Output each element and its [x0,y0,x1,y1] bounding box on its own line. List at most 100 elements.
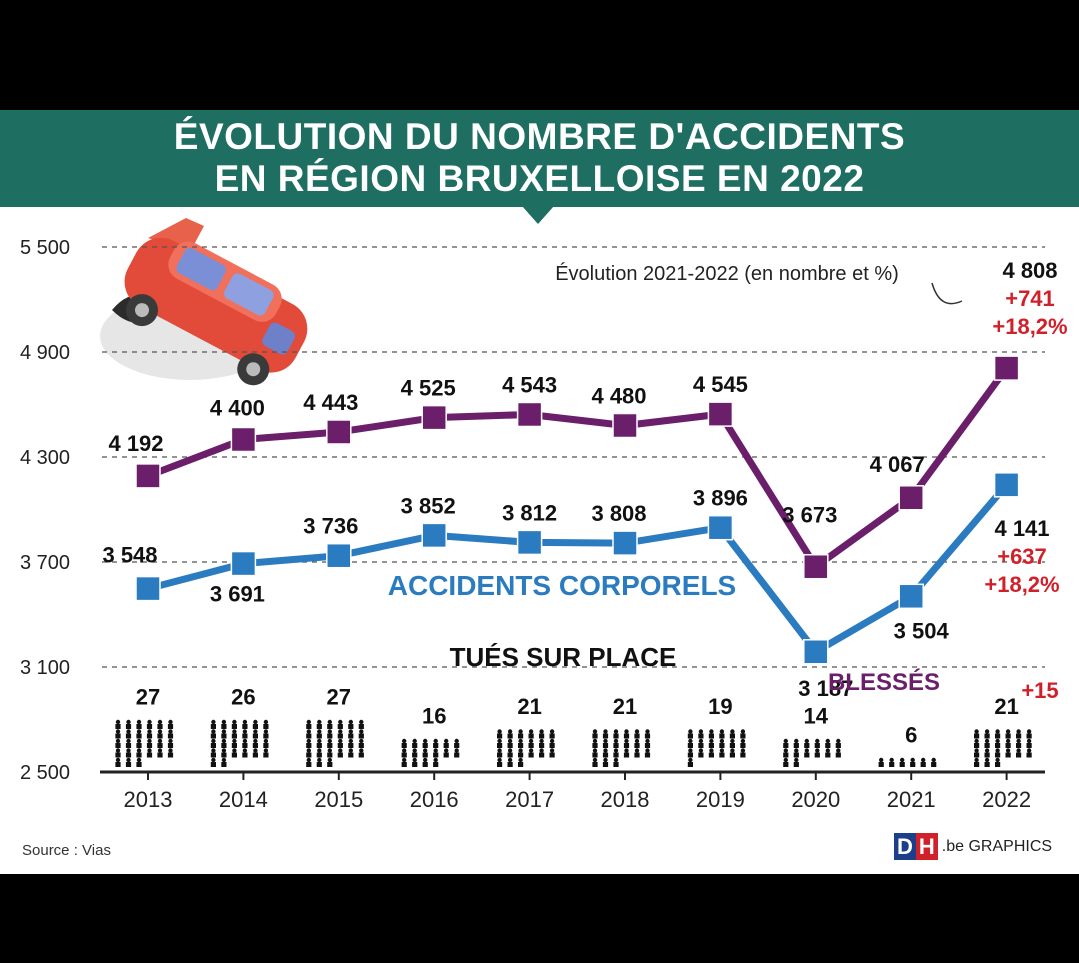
person-icon-body [687,733,693,739]
accidents-pct: +18,2% [984,572,1059,597]
blesses-pct: +18,2% [992,314,1067,339]
person-icon [402,757,407,763]
person-icon [549,738,555,744]
person-icon-body [592,743,598,748]
person-icon [168,748,173,753]
person-icon [688,748,693,753]
person-icon-body [497,762,503,767]
person-icon [709,729,714,734]
person-icon-body [507,752,513,758]
person-icon [836,738,841,744]
person-icon-body [995,733,1001,739]
person-icon-body [719,743,725,748]
data-point [421,522,447,549]
person-icon-body [783,762,789,767]
person-icon-body [115,762,121,767]
person-icon-body [401,752,407,758]
deaths-icons [115,719,174,767]
person-icon [730,729,735,734]
person-icon [423,757,428,763]
person-icon [126,748,131,753]
person-icon [211,719,216,725]
person-icon [549,748,555,753]
person-icon [242,729,248,734]
person-icon [454,738,459,744]
person-icon [709,738,714,744]
person-icon-body [231,743,237,748]
person-icon [624,748,629,753]
blesses-change: +741 [1005,286,1055,311]
person-icon [157,729,163,734]
person-icon [168,729,173,734]
person-icon [348,729,353,734]
person-icon [613,757,619,763]
person-icon-body [252,724,258,729]
data-label: 4 192 [108,431,163,456]
person-icon [263,719,269,725]
data-label: 4 443 [303,390,358,415]
person-icon [730,738,735,744]
person-icon-body [729,752,735,758]
deaths-icons [401,738,460,767]
person-icon-body [125,752,132,758]
data-point [612,530,638,556]
person-icon [603,757,608,763]
person-icon-body [125,743,132,748]
person-icon [242,719,248,725]
person-icon-body [327,752,333,758]
x-axis: 2013 2014 2015 2016 2017 2018 2019 2020 2021 2022 [100,770,1045,812]
person-icon [263,729,269,734]
person-icon [306,729,311,734]
person-icon-body [263,733,269,739]
person-icon-body [157,743,163,748]
person-icon-body [136,743,142,748]
person-icon-body [306,762,312,767]
person-icon [984,729,990,734]
person-icon-body [146,752,153,758]
person-icon [518,757,523,763]
person-icon [539,748,544,753]
person-icon [147,729,152,734]
person-icon [306,757,311,763]
data-point [993,355,1020,381]
person-icon [306,719,311,725]
person-icon [317,729,322,734]
person-icon [592,729,598,734]
deaths-pictograms: 27 26 27 16 21 21 19 14 6 21 [115,685,1032,767]
person-icon [825,748,830,753]
person-icon-body [1026,743,1032,748]
person-icon [433,748,438,753]
person-icon [263,738,269,744]
person-icon-body [931,762,937,767]
person-icon-body [613,752,619,758]
person-icon [168,719,173,725]
person-icon [136,748,142,753]
person-icon-body [518,762,524,767]
person-icon [698,738,704,744]
series-line [146,366,1010,571]
person-icon [1016,729,1021,734]
data-label: 3 187 [798,676,853,701]
person-icon-body [231,733,237,739]
person-icon [592,757,598,763]
person-icon-body [401,762,407,767]
person-icon-body [327,733,333,739]
person-icon-body [316,762,322,767]
person-icon-body [804,743,810,748]
person-icon [444,738,449,744]
person-icon [444,748,449,753]
person-icon [168,738,173,744]
data-point [803,553,829,580]
person-icon [603,738,608,744]
person-icon-body [708,752,714,758]
person-icon-body [210,724,216,729]
person-icon-body [984,733,990,739]
person-icon-body [644,743,651,748]
person-icon-body [729,743,735,748]
person-icon-body [1005,743,1011,748]
person-icon [836,748,841,753]
person-icon-body [528,733,534,739]
person-icon-body [167,752,174,758]
person-icon-body [740,733,746,739]
person-icon-body [348,743,354,748]
